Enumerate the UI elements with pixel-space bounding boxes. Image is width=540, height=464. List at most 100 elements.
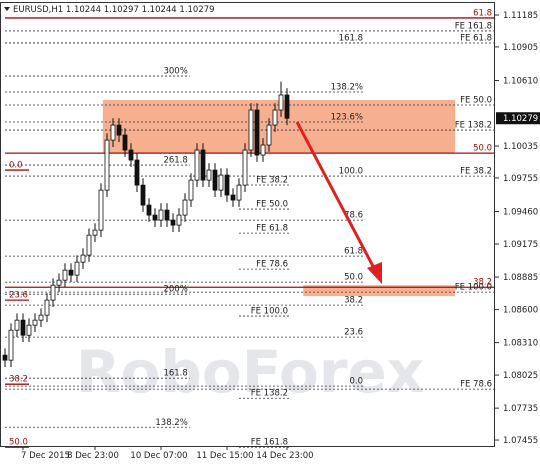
candle-body	[254, 109, 260, 156]
candle-body	[278, 94, 284, 111]
menu-icon	[4, 7, 10, 11]
x-tick-label: 11 Dec 15:00	[196, 451, 253, 461]
candle-body	[26, 324, 32, 336]
candle-body	[164, 209, 170, 221]
candle-body	[110, 124, 116, 141]
x-tick-label: 8 Dec 23:00	[67, 451, 119, 461]
candle-body	[200, 149, 206, 181]
y-tick-label: 1.07455	[503, 436, 538, 446]
candle-body	[56, 279, 62, 286]
current-price-label: 1.10279	[503, 114, 538, 124]
y-tick-label: 1.09460	[503, 208, 538, 218]
candle-body	[44, 299, 50, 316]
level-label: 300%	[163, 67, 187, 77]
level-label: FE 138.2	[455, 121, 492, 131]
candle-body	[176, 214, 182, 226]
y-tick-label: 1.10610	[503, 77, 538, 87]
level-label: 38.2	[344, 296, 363, 306]
level-label: 50.0	[473, 144, 492, 154]
y-tick-label: 1.09175	[503, 240, 538, 250]
level-label: 138.2%	[155, 418, 187, 428]
y-tick-label: 1.08310	[503, 339, 538, 349]
candle-body	[212, 169, 218, 191]
candle-body	[68, 269, 74, 276]
candle-body	[158, 209, 164, 221]
arrow-head	[367, 262, 382, 284]
level-label: 50.0	[344, 273, 363, 283]
level-label: 78.6	[344, 211, 363, 221]
level-label: 0.0	[9, 161, 23, 171]
candle-body	[272, 109, 278, 126]
y-tick-label: 1.08025	[503, 371, 538, 381]
candle-body	[104, 139, 110, 191]
axes: 1.11185 1.10905 1.10610 1.10035 1.09755 1.094…	[21, 11, 540, 461]
candle-body	[128, 149, 134, 161]
level-label: 261.8	[163, 156, 187, 166]
candle-body	[2, 354, 8, 361]
candles	[2, 81, 290, 368]
candle-body	[32, 319, 38, 326]
level-label: FE 38.2	[460, 167, 492, 177]
chart-title: EURUSD,H1 1.10244 1.10297 1.10244 1.1027…	[13, 5, 215, 15]
y-tick-label: 1.10905	[503, 43, 538, 53]
level-label: 50.0	[9, 438, 28, 448]
candle-body	[134, 159, 140, 186]
level-label: 0.0	[349, 377, 363, 387]
level-label: FE 161.8	[251, 438, 288, 448]
candle-body	[86, 234, 92, 256]
level-label: 38.2	[473, 278, 492, 288]
level-label: 61.8	[344, 247, 363, 257]
level-label: FE 100.0	[251, 307, 288, 317]
level-label: 38.2	[9, 375, 28, 385]
candle-body	[50, 284, 56, 301]
level-label: 61.8	[473, 8, 492, 18]
candle-body	[188, 179, 194, 201]
level-label: FE 61.8	[460, 34, 492, 44]
level-label: 161.8	[339, 34, 363, 44]
level-label: FE 161.8	[455, 21, 492, 31]
y-tick-label: 1.08885	[503, 273, 538, 283]
candle-body	[140, 184, 146, 206]
level-label: FE 50.0	[256, 200, 288, 210]
x-tick-label: 7 Dec 2015	[21, 451, 70, 461]
level-label: 100.0	[339, 167, 363, 177]
candle-body	[8, 329, 14, 361]
candle-body	[152, 214, 158, 221]
level-label: 138.2%	[331, 83, 363, 93]
plot-frame	[0, 2, 495, 447]
y-tick-label: 1.09755	[503, 174, 538, 184]
y-tick-label: 1.07735	[503, 404, 538, 414]
candle-body	[122, 134, 128, 151]
candle-body	[242, 149, 248, 186]
level-label: FE 50.0	[460, 96, 492, 106]
y-tick-label: 1.11185	[503, 11, 538, 21]
candle-body	[230, 194, 236, 201]
level-label: FE 78.6	[256, 260, 288, 270]
candle-body	[80, 254, 86, 263]
candle-body	[206, 169, 212, 181]
level-label: 200%	[163, 285, 187, 295]
x-tick-label: 10 Dec 07:00	[130, 451, 187, 461]
watermark: RoboForex	[76, 338, 424, 406]
candle-body	[74, 261, 80, 276]
candle-body	[266, 124, 272, 146]
candle-body	[182, 199, 188, 216]
level-label: FE 38.2	[256, 176, 288, 186]
zone	[303, 285, 455, 297]
candle-body	[218, 174, 224, 191]
candle-body	[224, 174, 230, 196]
x-tick-label: 14 Dec 23:00	[256, 451, 313, 461]
y-tick-label: 1.10035	[503, 142, 538, 152]
candle-body	[20, 319, 26, 336]
level-label: FE 100.0	[455, 283, 492, 293]
level-label: 161.8	[163, 369, 187, 379]
level-label: 23.6	[9, 291, 28, 301]
candle-body	[92, 229, 98, 236]
candle-body	[236, 184, 242, 201]
level-label: FE 138.2	[251, 389, 288, 399]
candle-body	[248, 109, 254, 151]
level-label: 123.6%	[331, 112, 363, 122]
candle-body	[284, 94, 290, 119]
